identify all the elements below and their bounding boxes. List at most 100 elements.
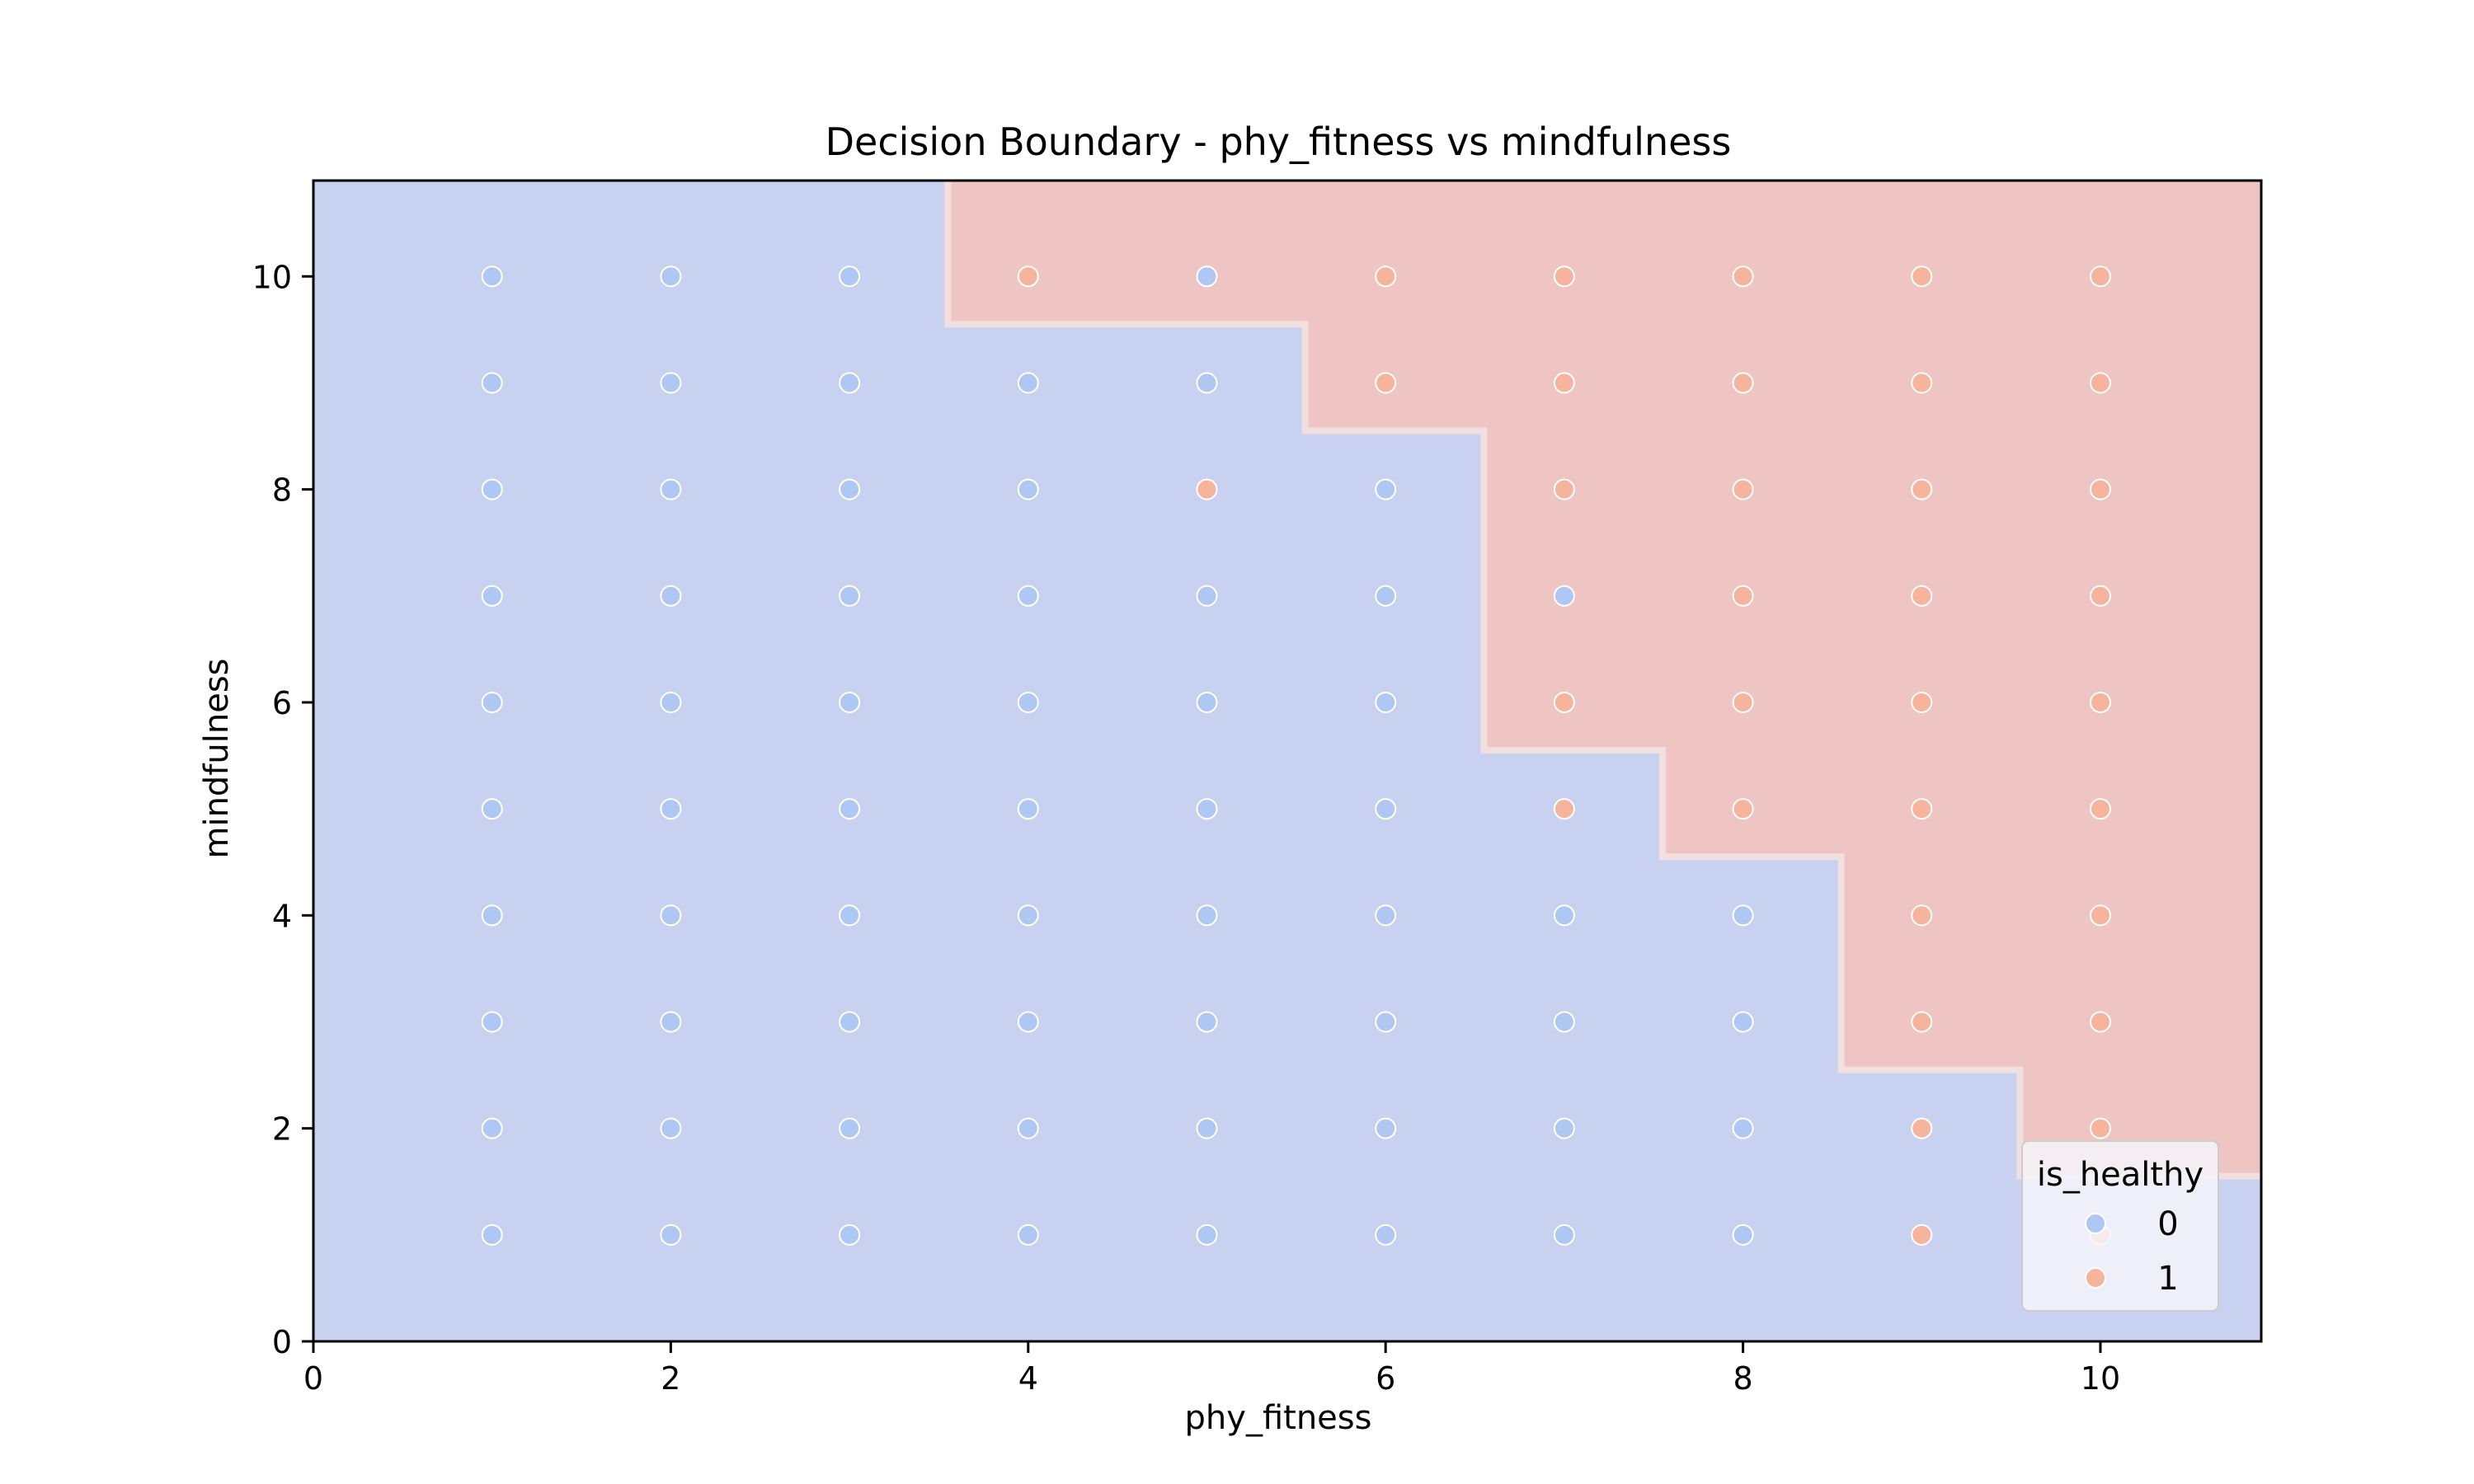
data-point-class-0 [1196, 1117, 1218, 1139]
data-point-class-0 [1196, 904, 1218, 927]
data-point-class-0 [660, 1223, 682, 1246]
data-point-class-0 [839, 691, 861, 713]
data-point-class-0 [1017, 478, 1039, 500]
data-point-class-0 [1375, 1223, 1397, 1246]
data-point-class-0 [1553, 1223, 1575, 1246]
data-point-class-0 [839, 1117, 861, 1139]
data-point-class-0 [1017, 372, 1039, 394]
data-point-class-0 [660, 1011, 682, 1033]
data-point-class-1 [1732, 372, 1754, 394]
y-tick-label: 10 [252, 259, 292, 295]
data-point-class-0 [1196, 798, 1218, 820]
data-point-class-0 [481, 691, 503, 713]
data-point-class-1 [1375, 372, 1397, 394]
data-point-class-1 [1732, 265, 1754, 288]
legend-label-class-0: 0 [2157, 1205, 2178, 1243]
legend-label-class-1: 1 [2157, 1260, 2178, 1298]
axes-frame [312, 179, 2263, 1343]
data-point-class-0 [1196, 1011, 1218, 1033]
data-point-class-1 [1911, 1011, 1933, 1033]
data-point-class-0 [839, 585, 861, 607]
data-point-class-0 [481, 1223, 503, 1246]
data-point-class-1 [2089, 904, 2111, 927]
x-tick-label: 2 [661, 1360, 680, 1397]
data-point-class-1 [1911, 691, 1933, 713]
data-point-class-0 [1375, 904, 1397, 927]
data-point-class-0 [660, 478, 682, 500]
data-point-class-0 [1017, 1223, 1039, 1246]
chart-title: Decision Boundary - phy_fitness vs mindf… [825, 120, 1732, 164]
data-point-class-1 [2089, 691, 2111, 713]
data-point-class-1 [1911, 1117, 1933, 1139]
data-point-class-0 [1732, 1117, 1754, 1139]
data-point-class-0 [1196, 265, 1218, 288]
data-point-class-0 [1017, 798, 1039, 820]
data-point-class-0 [1196, 691, 1218, 713]
legend-marker-class-0 [2085, 1213, 2106, 1234]
data-point-class-0 [1017, 1011, 1039, 1033]
data-point-class-0 [1732, 1223, 1754, 1246]
data-point-class-1 [1017, 265, 1039, 288]
data-point-class-0 [1375, 1011, 1397, 1033]
x-axis-ticks: 0 2 4 6 8 10 [303, 1341, 2120, 1397]
data-point-class-1 [2089, 1117, 2111, 1139]
data-point-class-0 [481, 372, 503, 394]
plot-area [313, 181, 2261, 1341]
data-point-class-0 [481, 904, 503, 927]
data-point-class-0 [481, 585, 503, 607]
data-point-class-1 [1553, 798, 1575, 820]
data-point-class-1 [1375, 265, 1397, 288]
y-axis-ticks: 0 2 4 6 8 10 [252, 259, 313, 1360]
data-point-class-0 [839, 1223, 861, 1246]
data-point-class-0 [1553, 1117, 1575, 1139]
data-point-class-0 [660, 904, 682, 927]
x-tick-label: 4 [1018, 1360, 1038, 1397]
data-point-class-0 [839, 478, 861, 500]
legend: is_healthy 0 1 [2021, 1140, 2219, 1312]
data-point-class-0 [1553, 904, 1575, 927]
data-point-class-0 [660, 798, 682, 820]
y-tick-label: 4 [272, 898, 292, 934]
legend-marker-class-1 [2085, 1267, 2106, 1289]
y-axis-label: mindfulness [198, 658, 236, 858]
data-point-class-0 [839, 372, 861, 394]
data-point-class-0 [839, 798, 861, 820]
x-tick-label: 0 [303, 1360, 323, 1397]
data-point-class-1 [1732, 798, 1754, 820]
data-point-class-0 [481, 478, 503, 500]
data-point-class-1 [1911, 372, 1933, 394]
data-point-class-0 [1196, 372, 1218, 394]
data-point-class-0 [1375, 798, 1397, 820]
x-axis-label: phy_fitness [1185, 1399, 1372, 1437]
data-point-class-0 [1375, 1117, 1397, 1139]
data-point-class-0 [1732, 904, 1754, 927]
data-point-class-0 [839, 265, 861, 288]
legend-title: is_healthy [2037, 1156, 2204, 1194]
data-point-class-0 [481, 1011, 503, 1033]
legend-box [2021, 1140, 2219, 1312]
data-point-class-0 [481, 798, 503, 820]
data-point-class-1 [1553, 265, 1575, 288]
data-point-class-0 [660, 1117, 682, 1139]
data-point-class-0 [481, 1117, 503, 1139]
data-point-class-1 [1553, 691, 1575, 713]
data-point-class-1 [2089, 798, 2111, 820]
data-point-class-1 [1553, 372, 1575, 394]
data-point-class-1 [1911, 904, 1933, 927]
data-point-class-0 [1375, 691, 1397, 713]
data-point-class-0 [660, 372, 682, 394]
data-point-class-1 [1553, 478, 1575, 500]
data-point-class-0 [1196, 585, 1218, 607]
data-point-class-0 [1553, 1011, 1575, 1033]
x-tick-label: 6 [1376, 1360, 1395, 1397]
data-point-class-0 [1553, 585, 1575, 607]
data-point-class-1 [2089, 1011, 2111, 1033]
data-point-class-0 [839, 1011, 861, 1033]
data-point-class-1 [1196, 478, 1218, 500]
data-point-class-1 [1732, 691, 1754, 713]
data-point-class-1 [2089, 585, 2111, 607]
y-tick-label: 6 [272, 685, 292, 721]
data-point-class-0 [481, 265, 503, 288]
data-point-class-0 [660, 691, 682, 713]
data-point-class-0 [660, 585, 682, 607]
